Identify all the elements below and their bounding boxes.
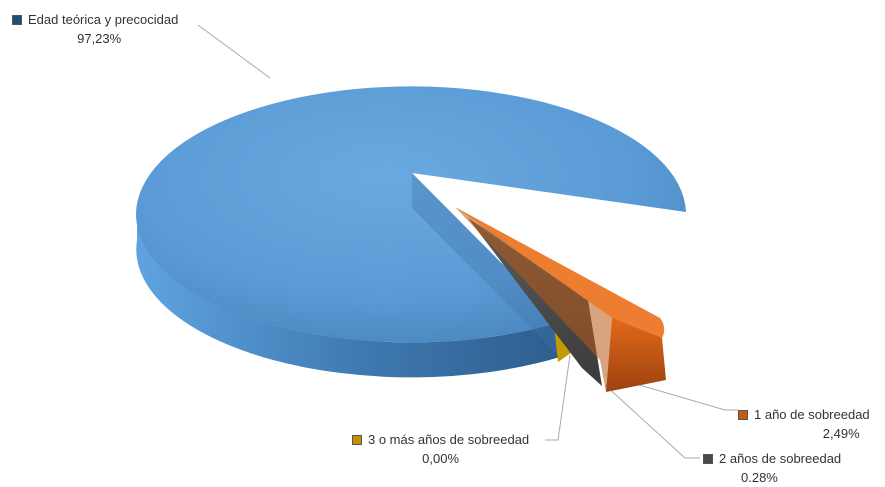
data-label-3: 3 o más años de sobreedad 0,00% <box>352 430 529 468</box>
leader-line-1 <box>621 379 738 411</box>
legend-key-2 <box>703 453 713 464</box>
leader-line-3 <box>545 354 571 441</box>
data-label-0-name: Edad teórica y precocidad <box>28 12 179 27</box>
leader-line-0 <box>197 24 271 79</box>
pie-slice-2 <box>468 218 602 386</box>
pie-slice-0 <box>136 86 686 343</box>
data-label-1-value: 2,49% <box>822 426 860 441</box>
data-label-1-name: 1 año de sobreedad <box>754 407 870 422</box>
data-label-0: Edad teórica y precocidad 97,23% <box>12 10 178 48</box>
pie-slice-side-0 <box>136 205 561 378</box>
pie-slice-1 <box>455 207 665 338</box>
pie-slice-1-edge <box>455 207 612 392</box>
leader-line-2 <box>604 384 700 459</box>
legend-key-0 <box>12 14 22 25</box>
data-label-0-value: 97,23% <box>77 31 122 46</box>
data-label-1: 1 año de sobreedad 2,49% <box>738 405 870 443</box>
data-label-3-value: 0,00% <box>422 451 460 466</box>
data-label-2-name: 2 años de sobreedad <box>719 451 842 466</box>
legend-key-1 <box>738 409 748 420</box>
data-label-2: 2 años de sobreedad 0.28% <box>703 449 841 487</box>
data-label-2-value: 0.28% <box>741 470 778 485</box>
data-label-3-name: 3 o más años de sobreedad <box>368 432 530 447</box>
pie-slice-1-side <box>606 315 666 392</box>
legend-key-3 <box>352 434 362 445</box>
pie-slice-cut-0 <box>412 173 560 357</box>
